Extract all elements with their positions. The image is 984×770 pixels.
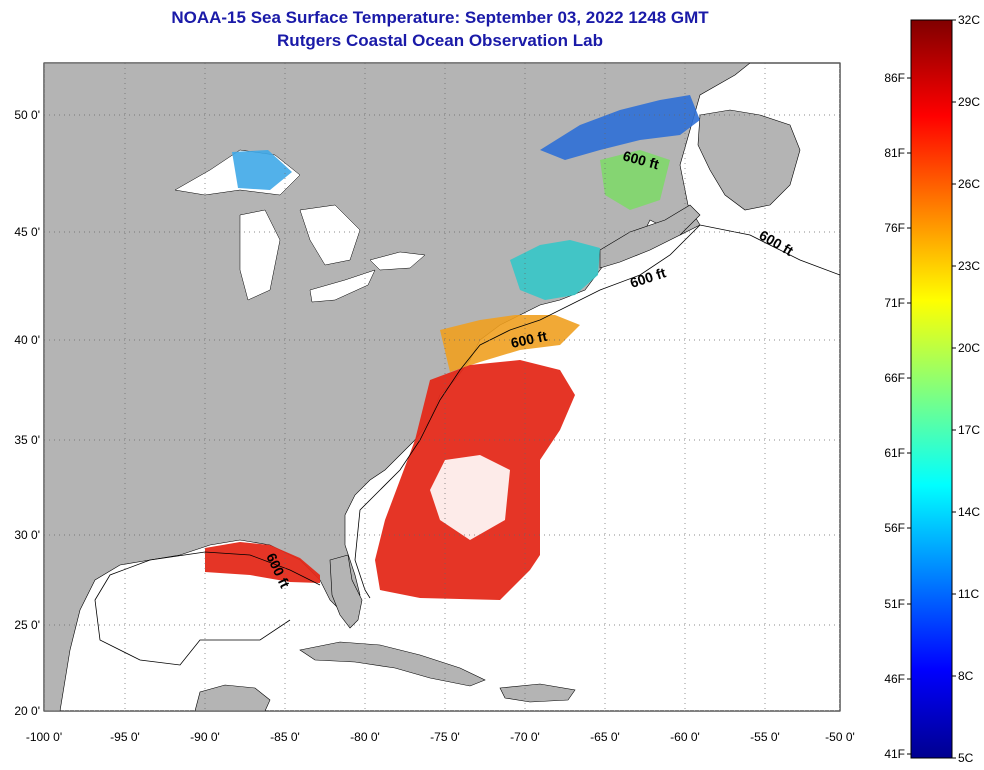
lon-tick-label: -70 0' (510, 730, 540, 744)
latitude-labels: 50 0' 45 0' 40 0' 35 0' 30 0' 25 0' 20 0' (14, 108, 40, 718)
colorbar-celsius-label: 29C (958, 95, 980, 109)
lat-tick-label: 30 0' (14, 528, 40, 542)
longitude-labels: -100 0' -95 0' -90 0' -85 0' -80 0' -75 0' -70… (26, 730, 855, 744)
map-title: NOAA-15 Sea Surface Temperature: Septemb… (171, 8, 709, 27)
sst-lake-superior (232, 150, 292, 190)
sst-mid-atlantic (440, 315, 580, 372)
land-florida (329, 554, 363, 629)
lat-tick-label: 50 0' (14, 108, 40, 122)
colorbar-fahrenheit-labels: 86F 81F 76F 71F 66F 61F 56F 51F 46F 41F (884, 71, 911, 761)
colorbar-fahrenheit-label: 66F (884, 371, 905, 385)
colorbar-fahrenheit-label: 86F (884, 71, 905, 85)
colorbar-celsius-label: 14C (958, 505, 980, 519)
lat-tick-label: 40 0' (14, 333, 40, 347)
graticule (44, 63, 840, 711)
land-yucatan (194, 684, 271, 711)
colorbar-fahrenheit-label: 81F (884, 146, 905, 160)
colorbar-fahrenheit-label: 61F (884, 446, 905, 460)
colorbar-celsius-label: 8C (958, 669, 974, 683)
colorbar-fahrenheit-label: 41F (884, 747, 905, 761)
lon-tick-label: -50 0' (825, 730, 855, 744)
colorbar-celsius-label: 23C (958, 259, 980, 273)
colorbar-fahrenheit-label: 51F (884, 597, 905, 611)
colorbar-fahrenheit-label: 46F (884, 672, 905, 686)
lat-tick-label: 35 0' (14, 433, 40, 447)
colorbar-fahrenheit-label: 71F (884, 296, 905, 310)
sst-gulf-st-lawrence (540, 95, 700, 160)
sst-gulf-of-mexico (205, 542, 320, 583)
land-nova-scotia (599, 204, 701, 269)
lon-tick-label: -55 0' (750, 730, 780, 744)
lon-tick-label: -65 0' (590, 730, 620, 744)
land-cuba (299, 641, 486, 687)
colorbar-celsius-labels: 32C 29C 26C 23C 20C 17C 14C 11C 8C 5C (952, 13, 980, 765)
sst-gulf-of-maine (510, 240, 600, 300)
lake-erie-ontario (309, 251, 426, 303)
colorbar-celsius-label: 5C (958, 751, 974, 765)
sst-gulf-st-lawrence-warm (600, 150, 670, 210)
lon-tick-label: -60 0' (670, 730, 700, 744)
map-content (44, 63, 840, 711)
lon-tick-label: -85 0' (270, 730, 300, 744)
lat-tick-label: 20 0' (14, 704, 40, 718)
colorbar-celsius-label: 20C (958, 341, 980, 355)
lon-tick-label: -100 0' (26, 730, 62, 744)
land-newfoundland (697, 109, 801, 211)
colorbar-celsius-label: 17C (958, 423, 980, 437)
lat-tick-label: 45 0' (14, 225, 40, 239)
sst-nodata-cloud (430, 455, 510, 540)
colorbar-celsius-label: 11C (958, 587, 979, 601)
lake-michigan-huron (239, 204, 361, 301)
colorbar-celsius-label: 32C (958, 13, 980, 27)
lon-tick-label: -75 0' (430, 730, 460, 744)
colorbar-fahrenheit-label: 76F (884, 221, 905, 235)
map-subtitle: Rutgers Coastal Ocean Observation Lab (277, 31, 603, 50)
contour-label-mid-atlantic: 600 ft (509, 328, 548, 351)
contour-600ft (94, 224, 840, 666)
lon-tick-label: -95 0' (110, 730, 140, 744)
land-hispaniola (499, 683, 576, 703)
colorbar (910, 19, 953, 759)
colorbar-fahrenheit-label: 56F (884, 521, 905, 535)
lon-tick-label: -80 0' (350, 730, 380, 744)
lat-tick-label: 25 0' (14, 618, 40, 632)
colorbar-celsius-label: 26C (958, 177, 980, 191)
lon-tick-label: -90 0' (190, 730, 220, 744)
